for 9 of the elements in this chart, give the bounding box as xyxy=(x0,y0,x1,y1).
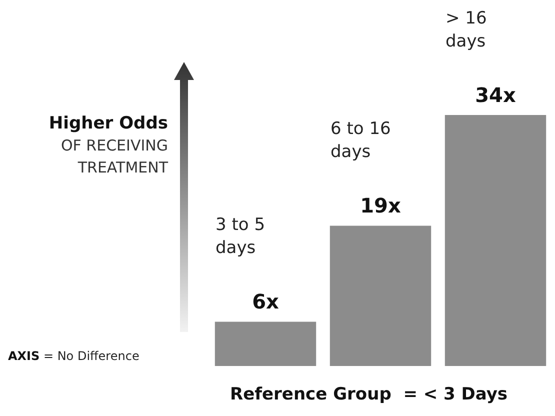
annotation: 6 to 16 days xyxy=(330,119,396,162)
data-label: 34x xyxy=(475,83,516,107)
y-axis-title: Higher Odds OF RECEIVING TREATMENT xyxy=(48,114,169,176)
data-label: 6x xyxy=(252,290,279,314)
data-label: 19x xyxy=(360,194,401,218)
text: Reference Group = < 3 Days xyxy=(230,384,508,404)
text: AXIS = No Difference xyxy=(8,349,140,363)
text: > 16 days xyxy=(446,8,492,52)
annotation: 3 to 5 days xyxy=(216,215,270,258)
